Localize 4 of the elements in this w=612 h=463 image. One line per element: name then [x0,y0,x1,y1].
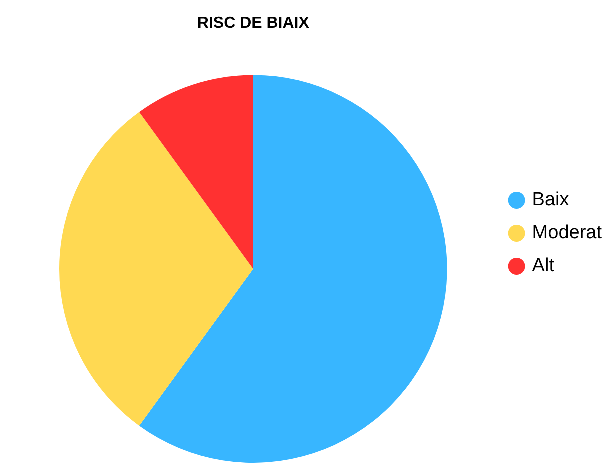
legend-label: Alt [532,256,556,277]
chart-title: RISC DE BIAIX [197,15,310,32]
legend-label: Moderat [532,222,603,244]
legend-label: Baix [532,190,570,211]
